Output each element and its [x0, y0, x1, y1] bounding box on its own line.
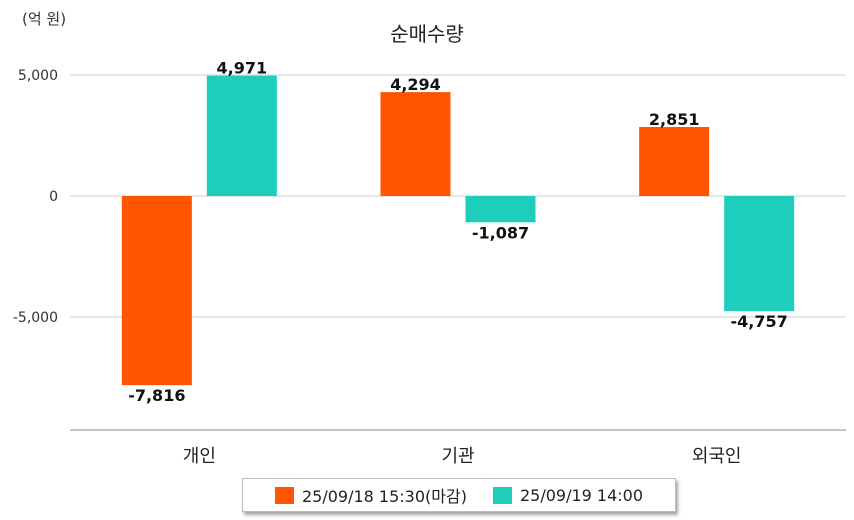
data-label: -7,816 — [128, 386, 185, 405]
data-label: 2,851 — [649, 110, 700, 129]
data-label: -4,757 — [731, 312, 788, 331]
unit-label: (억 원) — [22, 10, 67, 28]
bar-series-2-2 — [724, 196, 795, 312]
x-tick-label: 외국인 — [692, 446, 742, 467]
legend-label-series-2: 25/09/19 14:00 — [519, 485, 644, 505]
legend-label-series-1: 25/09/18 15:30(마감) — [301, 487, 467, 506]
bar-series-1-1 — [380, 92, 451, 196]
y-tick-label: 5,000 — [18, 68, 58, 84]
bar-series-2-1 — [465, 196, 536, 223]
legend-swatch-series-1 — [274, 486, 294, 504]
legend: 25/09/18 15:30(마감) 25/09/19 14:00 — [242, 478, 676, 512]
bar-series-1-2 — [639, 127, 710, 196]
data-label: 4,294 — [390, 75, 441, 94]
chart-title: 순매수량 — [390, 22, 464, 46]
legend-swatch-series-2 — [492, 486, 512, 504]
legend-item-series-2[interactable]: 25/09/19 14:00 — [492, 485, 644, 505]
y-tick-label: 0 — [49, 189, 58, 205]
bar-series-1-0 — [121, 196, 192, 386]
data-label: -1,087 — [472, 223, 529, 242]
y-tick-label: -5,000 — [13, 310, 58, 326]
data-label: 4,971 — [217, 59, 268, 78]
legend-item-series-1[interactable]: 25/09/18 15:30(마감) — [274, 483, 467, 507]
x-tick-label: 개인 — [183, 446, 216, 467]
x-tick-label: 기관 — [441, 446, 474, 467]
bar-series-2-0 — [206, 75, 277, 196]
